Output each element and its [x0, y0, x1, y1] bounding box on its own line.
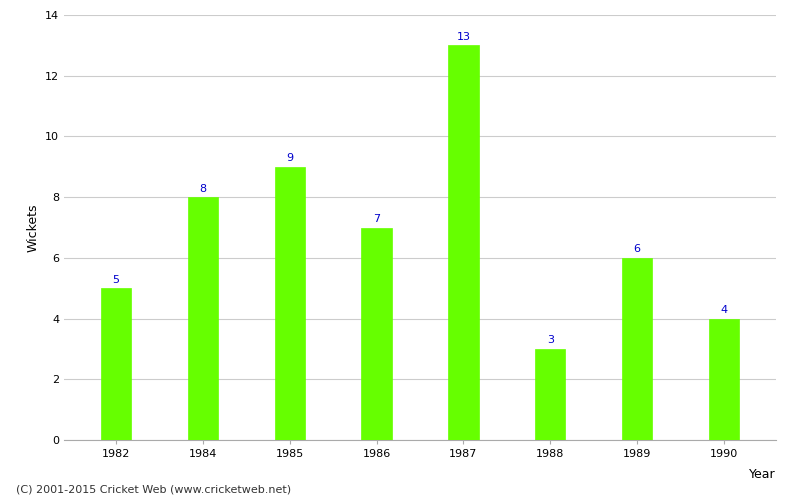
Text: 4: 4 [720, 305, 727, 315]
Text: 8: 8 [199, 184, 206, 194]
Text: 13: 13 [457, 32, 470, 42]
Bar [535, 349, 566, 440]
Text: 5: 5 [113, 274, 119, 284]
Bar [448, 46, 478, 440]
Bar [622, 258, 652, 440]
Bar [709, 318, 739, 440]
Text: 6: 6 [634, 244, 641, 254]
Bar [362, 228, 392, 440]
Bar [188, 197, 218, 440]
Text: 7: 7 [373, 214, 380, 224]
Text: (C) 2001-2015 Cricket Web (www.cricketweb.net): (C) 2001-2015 Cricket Web (www.cricketwe… [16, 485, 291, 495]
Text: 9: 9 [286, 153, 294, 163]
Text: Year: Year [750, 468, 776, 480]
Text: 3: 3 [546, 336, 554, 345]
Bar [101, 288, 131, 440]
Y-axis label: Wickets: Wickets [26, 203, 39, 252]
Bar [274, 167, 305, 440]
